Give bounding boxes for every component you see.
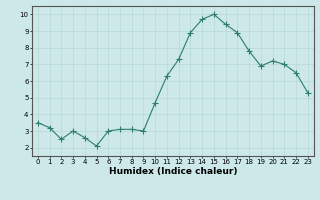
X-axis label: Humidex (Indice chaleur): Humidex (Indice chaleur) xyxy=(108,167,237,176)
